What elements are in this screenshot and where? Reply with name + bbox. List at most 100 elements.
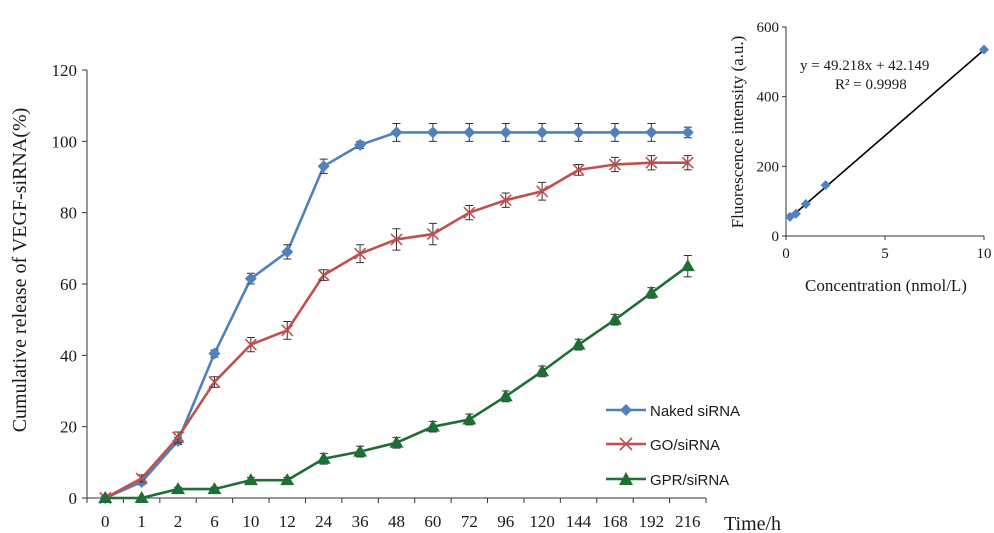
inset-fit-line [789, 49, 985, 219]
legend-marker-x-icon [619, 437, 633, 451]
inset-x-ticks: 0 5 10 [782, 236, 992, 262]
main-x-tick-label: 2 [174, 512, 183, 531]
data-point-x [244, 338, 257, 351]
data-point-x [354, 247, 367, 260]
data-point-triangle [134, 491, 149, 503]
main-x-tick-label: 12 [279, 512, 296, 531]
main-y-tick-label: 100 [52, 132, 78, 151]
main-x-tick-label: 1 [137, 512, 146, 531]
data-point-x [499, 194, 512, 207]
legend-item-gpr-sirna: GPR/siRNA [606, 472, 729, 489]
inset-y-ticks: 0 200 400 600 [757, 20, 786, 245]
data-point-diamond [208, 347, 221, 360]
legend-label-naked-sirna: Naked siRNA [650, 403, 740, 420]
data-point-triangle [425, 419, 440, 432]
main-x-tick-label: 48 [388, 512, 405, 531]
data-point-x [208, 376, 221, 389]
data-point-triangle [316, 451, 331, 464]
main-x-tick-label: 168 [602, 512, 628, 531]
inset-x-tick-label: 0 [782, 246, 790, 262]
main-x-tick-label: 24 [315, 512, 333, 531]
inset-y-tick-label: 200 [757, 159, 780, 175]
inset-points [784, 44, 989, 222]
legend-marker-diamond-icon [620, 404, 632, 416]
series-naked-sirna [99, 123, 694, 504]
data-point-triangle [571, 337, 586, 350]
data-point-x [317, 269, 330, 282]
main-x-tick-label: 0 [101, 512, 110, 531]
data-point-diamond [608, 126, 621, 139]
main-series-group [98, 123, 695, 505]
data-point-x [426, 228, 439, 241]
inset-y-tick-label: 600 [757, 20, 780, 36]
data-point-triangle [535, 364, 550, 377]
legend-item-go-sirna: GO/siRNA [606, 437, 720, 454]
data-point-x [536, 185, 549, 198]
data-point-triangle [462, 412, 477, 425]
data-point-triangle [644, 285, 659, 298]
main-x-tick-label: 192 [639, 512, 665, 531]
main-x-axis-title: Time/h [724, 513, 781, 533]
main-y-tick-label: 80 [60, 204, 77, 223]
data-point-triangle [389, 435, 404, 448]
data-point-diamond [244, 272, 257, 285]
data-point-triangle [680, 259, 695, 272]
data-point-x [281, 324, 294, 337]
legend-label-go-sirna: GO/siRNA [650, 437, 720, 454]
data-point-triangle [98, 491, 113, 503]
data-point-x [390, 233, 403, 246]
data-point-x [608, 158, 622, 171]
main-x-tick-label: 60 [424, 512, 441, 531]
data-point-triangle [498, 389, 513, 402]
series-gpr-sirna [98, 254, 695, 503]
data-point-x [572, 163, 585, 176]
legend-label-gpr-sirna: GPR/siRNA [650, 472, 729, 489]
inset-x-tick-label: 5 [881, 246, 889, 262]
inset-y-axis-title: Fluorescence intensity (a.u.) [728, 36, 747, 229]
legend-item-naked-sirna: Naked siRNA [606, 403, 740, 420]
main-y-tick-label: 0 [69, 489, 78, 508]
main-x-tick-label: 10 [242, 512, 259, 531]
data-point-diamond [681, 126, 694, 139]
data-point-x [135, 472, 148, 485]
inset-y-tick-label: 0 [772, 229, 780, 245]
inset-data-point [820, 180, 831, 191]
data-point-x [171, 431, 185, 444]
data-point-diamond [536, 126, 549, 139]
data-point-triangle [607, 312, 622, 325]
inset-y-tick-label: 400 [757, 90, 780, 106]
data-point-diamond [645, 126, 658, 139]
data-point-diamond [281, 245, 294, 258]
main-x-tick-label: 120 [529, 512, 555, 531]
main-y-tick-label: 60 [60, 275, 77, 294]
main-x-ticks: 0 1 2 6 10 12 24 36 48 60 72 96 120 144 168 192 216 [86, 498, 707, 531]
main-x-tick-label: 6 [210, 512, 219, 531]
data-point-diamond [390, 126, 403, 139]
data-point-x [463, 206, 476, 219]
series-go-sirna [99, 155, 694, 505]
inset-data-point [979, 44, 989, 55]
main-y-tick-label: 40 [60, 346, 77, 365]
legend-marker-triangle-icon [619, 472, 633, 485]
main-x-tick-label: 36 [352, 512, 369, 531]
inset-r-squared: R² = 0.9998 [835, 77, 907, 93]
inset-x-axis-title: Concentration (nmol/L) [805, 276, 967, 295]
main-x-tick-label: 216 [675, 512, 701, 531]
data-point-diamond [499, 126, 512, 139]
data-point-diamond [463, 126, 476, 139]
legend: Naked siRNA GO/siRNA GPR/siRNA [606, 403, 740, 489]
data-point-x [645, 156, 658, 169]
inset-chart: 0 200 400 600 0 5 10 y = 49.218x + 42.149 R² … [728, 20, 992, 295]
inset-data-point [790, 208, 801, 219]
data-point-triangle [171, 482, 186, 495]
data-point-diamond [572, 126, 585, 139]
main-x-tick-label: 144 [566, 512, 592, 531]
main-y-tick-label: 20 [60, 418, 77, 437]
data-point-diamond [317, 160, 330, 173]
data-point-triangle [207, 482, 222, 495]
data-point-triangle [280, 473, 295, 486]
inset-x-tick-label: 10 [977, 246, 992, 262]
inset-equation: y = 49.218x + 42.149 [800, 58, 929, 74]
